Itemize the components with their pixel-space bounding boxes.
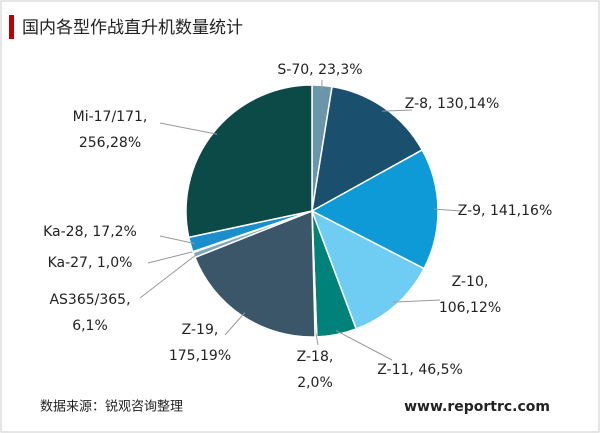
title-accent [9, 15, 14, 39]
data-label: Z-9, 141,16% [458, 203, 553, 219]
leader-line [159, 235, 195, 244]
data-label: Mi-17/171, [73, 109, 148, 125]
leader-line [315, 332, 319, 346]
leader-line [139, 253, 198, 299]
data-label: Z-11, 46,5% [377, 362, 463, 378]
data-label: 2,0% [297, 375, 333, 391]
leader-line [393, 299, 441, 303]
data-label: Z-18, [297, 349, 334, 365]
website: www.reportrc.com [404, 399, 550, 415]
leader-line [159, 122, 218, 135]
data-label: S-70, 23,3% [277, 62, 362, 78]
pie-slice [193, 209, 316, 338]
chart-title: 国内各型作战直升机数量统计 [22, 18, 243, 38]
pie-slice [185, 84, 313, 239]
pie-slice [311, 85, 424, 213]
leader-line [147, 250, 197, 264]
data-label: Ka-27, 1,0% [48, 255, 133, 271]
leader-line [382, 109, 413, 112]
leader-line [335, 330, 393, 361]
data-label: Z-8, 130,14% [405, 96, 500, 112]
data-label: 106,12% [439, 300, 501, 316]
data-label: 175,19% [169, 348, 231, 364]
leader-line [224, 312, 246, 336]
data-label: Ka-28, 17,2% [43, 224, 137, 240]
data-label: Z-19, [182, 322, 219, 338]
pie-slice [310, 209, 426, 330]
data-label: 256,28% [79, 135, 141, 151]
data-label: AS365/365, [49, 292, 130, 308]
source: 数据来源：锐观咨询整理 [40, 400, 183, 415]
leader-line [433, 208, 463, 212]
data-label: 6,1% [72, 318, 108, 334]
data-label: Z-10, [452, 274, 489, 290]
